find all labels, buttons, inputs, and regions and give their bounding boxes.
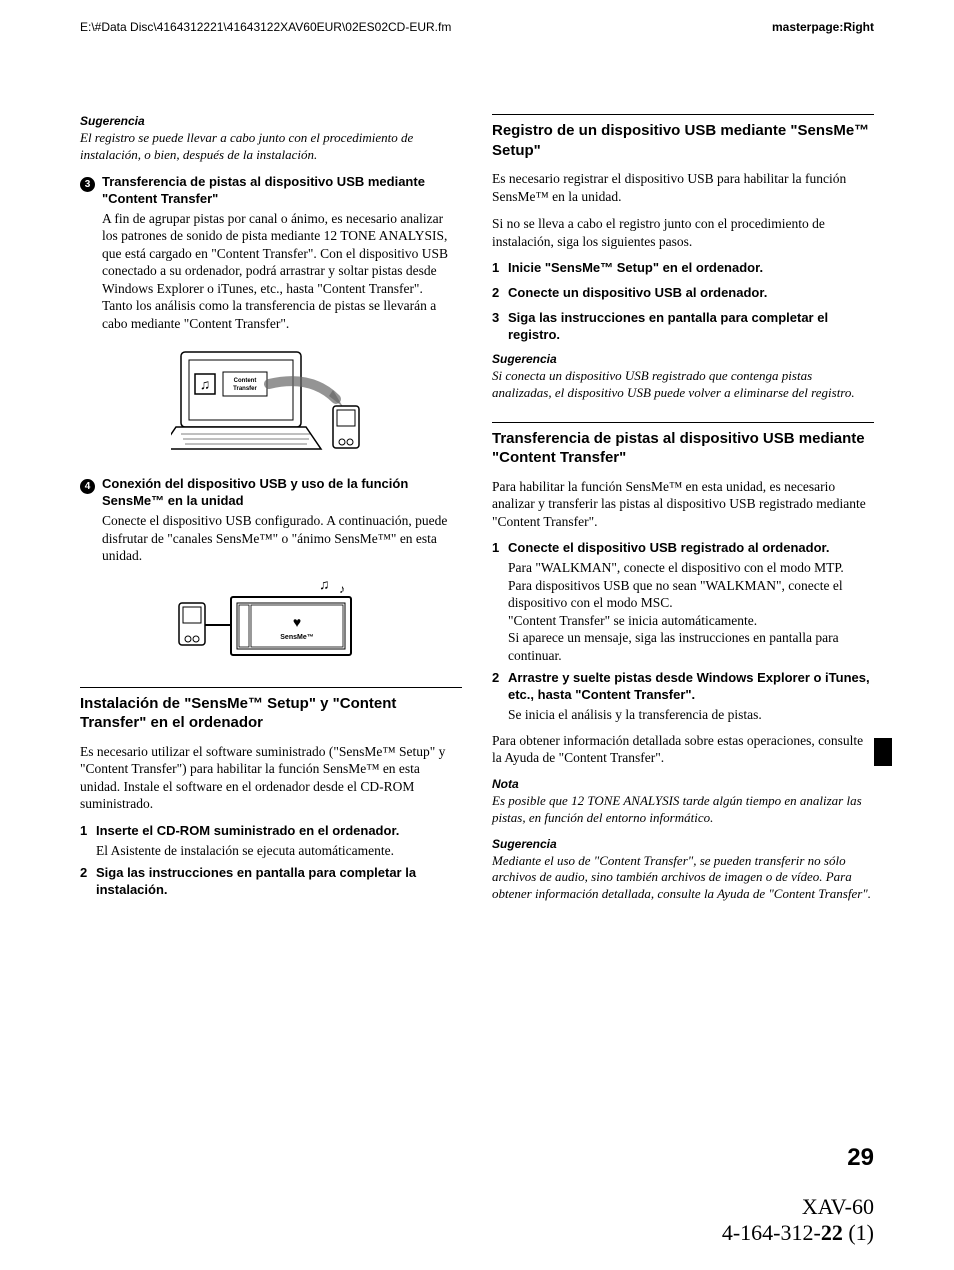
ol-item: 2 Conecte un dispositivo USB al ordenado…: [492, 285, 874, 304]
ol-body: Se inicia el análisis y la transferencia…: [508, 706, 874, 724]
side-tab: [874, 738, 892, 766]
body-para: Para habilitar la función SensMe™ en est…: [492, 478, 874, 531]
body-para: Es necesario utilizar el software sumini…: [80, 743, 462, 813]
step-title: Conexión del dispositivo USB y uso de la…: [102, 476, 462, 510]
header: E:\#Data Disc\4164312221\41643122XAV60EU…: [80, 20, 874, 34]
ol-num: 1: [80, 823, 96, 859]
ol-title: Arrastre y suelte pistas desde Windows E…: [508, 670, 874, 704]
ol-num: 1: [492, 540, 508, 664]
header-masterpage: masterpage:Right: [772, 20, 874, 34]
page-number: 29: [847, 1144, 874, 1172]
sug-label: Sugerencia: [80, 114, 462, 128]
ol-num: 2: [80, 865, 96, 901]
ol-item: 2 Arrastre y suelte pistas desde Windows…: [492, 670, 874, 723]
step-body: Conecte el dispositivo USB configurado. …: [102, 512, 462, 565]
section-title: Transferencia de pistas al dispositivo U…: [492, 429, 874, 468]
body-para: Es necesario registrar el dispositivo US…: [492, 170, 874, 205]
footer: XAV-60 4-164-312-22 (1): [722, 1194, 874, 1246]
ol-num: 2: [492, 670, 508, 723]
left-column: Sugerencia El registro se puede llevar a…: [80, 114, 462, 913]
step-4: 4 Conexión del dispositivo USB y uso de …: [80, 476, 462, 564]
section-title: Instalación de "SensMe™ Setup" y "Conten…: [80, 694, 462, 733]
ol-num: 3: [492, 310, 508, 346]
ol-item: 1 Inserte el CD-ROM suministrado en el o…: [80, 823, 462, 859]
svg-text:♪: ♪: [339, 582, 345, 596]
body-para: Si no se lleva a cabo el registro junto …: [492, 215, 874, 250]
svg-text:Transfer: Transfer: [233, 386, 257, 392]
ol-title: Siga las instrucciones en pantalla para …: [96, 865, 462, 899]
ol-item: 1 Conecte el dispositivo USB registrado …: [492, 540, 874, 664]
nota-body: Es posible que 12 TONE ANALYSIS tarde al…: [492, 793, 874, 827]
step-num-circle: 3: [80, 174, 98, 333]
circle-num: 4: [80, 479, 95, 494]
ol-num: 1: [492, 260, 508, 279]
sug-body: Mediante el uso de "Content Transfer", s…: [492, 853, 874, 904]
body-para: Para obtener información detallada sobre…: [492, 732, 874, 767]
svg-text:♫: ♫: [319, 578, 330, 593]
section-rule: [492, 422, 874, 423]
ol-title: Inserte el CD-ROM suministrado en el ord…: [96, 823, 462, 840]
ol-item: 2 Siga las instrucciones en pantalla par…: [80, 865, 462, 901]
ol-title: Siga las instrucciones en pantalla para …: [508, 310, 874, 344]
step-title: Transferencia de pistas al dispositivo U…: [102, 174, 462, 208]
section-title: Registro de un dispositivo USB mediante …: [492, 121, 874, 160]
sug-body: Si conecta un dispositivo USB registrado…: [492, 368, 874, 402]
ol-title: Inicie "SensMe™ Setup" en el ordenador.: [508, 260, 874, 277]
sug-label: Sugerencia: [492, 837, 874, 851]
right-column: Registro de un dispositivo USB mediante …: [492, 114, 874, 913]
sug-label: Sugerencia: [492, 352, 874, 366]
figure-device-unit: ♥ SensMe™ ♫ ♪: [80, 577, 462, 667]
ol-title: Conecte un dispositivo USB al ordenador.: [508, 285, 874, 302]
ol-title: Conecte el dispositivo USB registrado al…: [508, 540, 874, 557]
nota-label: Nota: [492, 777, 874, 791]
section-rule: [492, 114, 874, 115]
ol-num: 2: [492, 285, 508, 304]
footer-docnum: 4-164-312-22 (1): [722, 1220, 874, 1246]
sensme-label: SensMe™: [280, 634, 313, 641]
ol-body: El Asistente de instalación se ejecuta a…: [96, 842, 462, 860]
footer-model: XAV-60: [722, 1194, 874, 1220]
step-3: 3 Transferencia de pistas al dispositivo…: [80, 174, 462, 333]
sug-body: El registro se puede llevar a cabo junto…: [80, 130, 462, 164]
ol-item: 3 Siga las instrucciones en pantalla par…: [492, 310, 874, 346]
circle-num: 3: [80, 177, 95, 192]
svg-text:♥: ♥: [293, 616, 301, 631]
header-path: E:\#Data Disc\4164312221\41643122XAV60EU…: [80, 20, 451, 34]
ol-item: 1 Inicie "SensMe™ Setup" en el ordenador…: [492, 260, 874, 279]
step-body: A fin de agrupar pistas por canal o ánim…: [102, 210, 462, 333]
section-rule: [80, 687, 462, 688]
svg-text:♫: ♫: [200, 378, 211, 393]
step-num-circle: 4: [80, 476, 98, 564]
figure-laptop-transfer: ♫ Content Transfer: [80, 344, 462, 464]
ol-body: Para "WALKMAN", conecte el dispositivo c…: [508, 559, 874, 664]
svg-text:Content: Content: [234, 378, 257, 384]
